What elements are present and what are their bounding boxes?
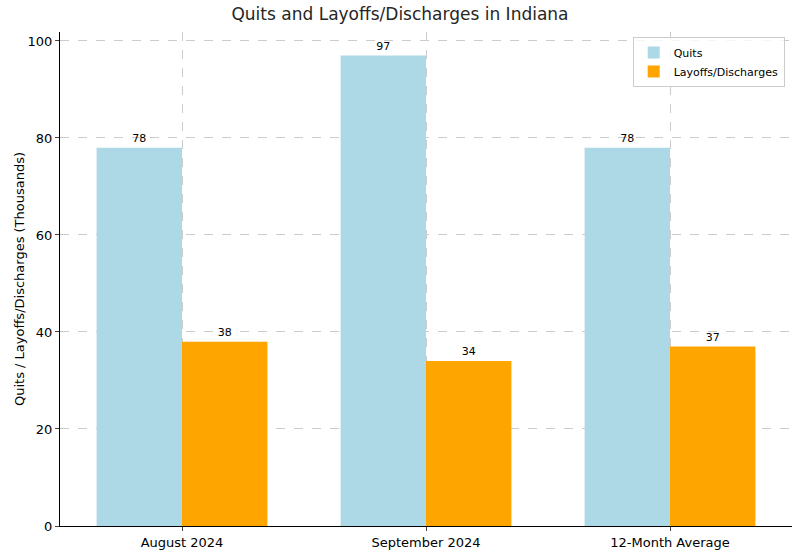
svg-text:20: 20 <box>36 422 53 437</box>
svg-text:Quits and Layoffs/Discharges i: Quits and Layoffs/Discharges in Indiana <box>231 4 568 24</box>
svg-text:Layoffs/Discharges: Layoffs/Discharges <box>674 66 778 79</box>
svg-text:78: 78 <box>132 132 146 145</box>
svg-text:37: 37 <box>706 331 720 344</box>
svg-text:97: 97 <box>376 40 390 53</box>
svg-text:38: 38 <box>218 326 232 339</box>
svg-text:80: 80 <box>36 131 53 146</box>
svg-text:100: 100 <box>28 34 53 49</box>
svg-text:0: 0 <box>44 519 52 534</box>
svg-text:60: 60 <box>36 228 53 243</box>
svg-text:78: 78 <box>620 132 634 145</box>
svg-text:August 2024: August 2024 <box>141 535 224 550</box>
svg-text:34: 34 <box>462 345 476 358</box>
svg-text:12-Month Average: 12-Month Average <box>610 535 730 550</box>
svg-text:Quits: Quits <box>674 47 703 60</box>
svg-text:September 2024: September 2024 <box>371 535 480 550</box>
svg-text:Quits / Layoffs/Discharges (Th: Quits / Layoffs/Discharges (Thousands) <box>12 152 27 406</box>
svg-text:40: 40 <box>36 325 53 340</box>
